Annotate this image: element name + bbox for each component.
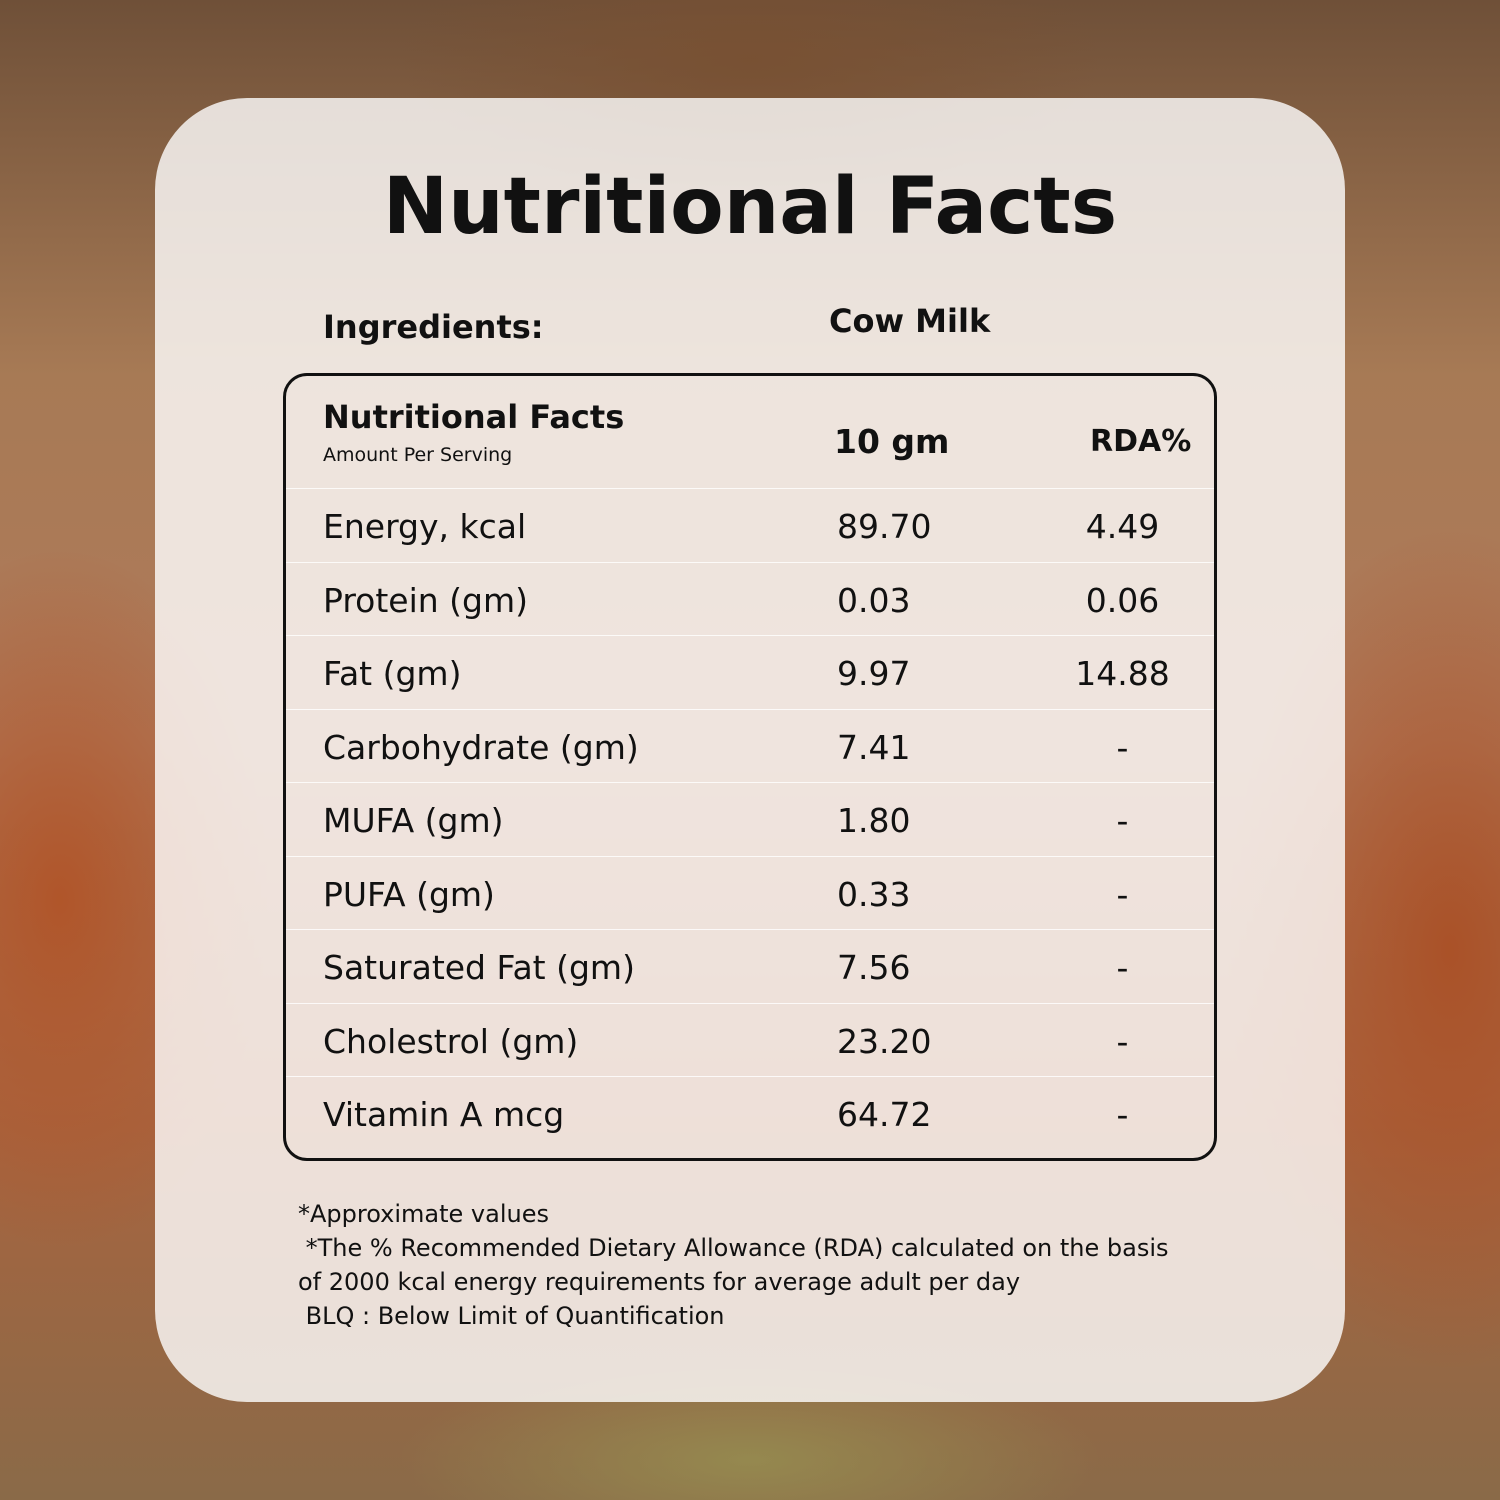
- row-rda: 4.49: [1085, 507, 1160, 546]
- row-separator: [286, 1076, 1214, 1077]
- row-label: MUFA (gm): [323, 801, 504, 840]
- row-amount: 0.33: [837, 874, 911, 914]
- amount-header: 10 gm: [834, 422, 950, 461]
- row-label: Energy, kcal: [323, 507, 527, 546]
- footnote: *The % Recommended Dietary Allowance (RD…: [298, 1234, 1169, 1262]
- row-rda: 0.06: [1085, 580, 1160, 620]
- row-rda: -: [1116, 801, 1129, 840]
- row-rda: -: [1116, 1021, 1129, 1061]
- row-amount: 0.03: [837, 580, 911, 620]
- row-amount: 7.56: [837, 948, 911, 987]
- row-rda: 14.88: [1075, 654, 1170, 693]
- row-label: PUFA (gm): [323, 874, 495, 914]
- table-title: Nutritional Facts: [323, 398, 625, 436]
- row-separator: [286, 708, 1214, 710]
- table-subtitle: Amount Per Serving: [323, 444, 513, 466]
- table-box: [283, 373, 1217, 1161]
- row-amount: 64.72: [837, 1095, 932, 1134]
- row-amount: 23.20: [837, 1021, 932, 1061]
- row-rda: -: [1116, 1095, 1129, 1134]
- row-rda: -: [1116, 948, 1129, 987]
- rda-header: RDA%: [1090, 424, 1192, 459]
- row-label: Carbohydrate (gm): [323, 727, 639, 767]
- ingredients-value: Cow Milk: [829, 302, 991, 340]
- row-amount: 7.41: [837, 727, 911, 767]
- row-amount: 1.80: [837, 801, 911, 840]
- row-rda: -: [1116, 727, 1129, 767]
- row-separator: [286, 561, 1214, 563]
- ingredients-label: Ingredients:: [323, 308, 544, 346]
- row-separator: [286, 929, 1214, 930]
- row-rda: -: [1116, 874, 1129, 914]
- row-separator: [286, 782, 1214, 783]
- footnote: of 2000 kcal energy requirements for ave…: [298, 1268, 1021, 1296]
- row-amount: 89.70: [837, 507, 932, 546]
- row-amount: 9.97: [837, 654, 911, 693]
- row-separator: [286, 488, 1214, 489]
- footnote: BLQ : Below Limit of Quantification: [298, 1302, 725, 1330]
- row-separator: [286, 635, 1214, 636]
- row-label: Fat (gm): [323, 654, 462, 693]
- row-label: Saturated Fat (gm): [323, 948, 635, 987]
- row-label: Vitamin A mcg: [323, 1095, 565, 1134]
- row-separator: [286, 855, 1214, 857]
- card: [155, 98, 1345, 1402]
- row-label: Cholestrol (gm): [323, 1021, 579, 1061]
- footnote: *Approximate values: [298, 1200, 549, 1228]
- row-separator: [286, 1002, 1214, 1004]
- row-label: Protein (gm): [323, 580, 529, 620]
- title: Nutritional Facts: [382, 162, 1118, 252]
